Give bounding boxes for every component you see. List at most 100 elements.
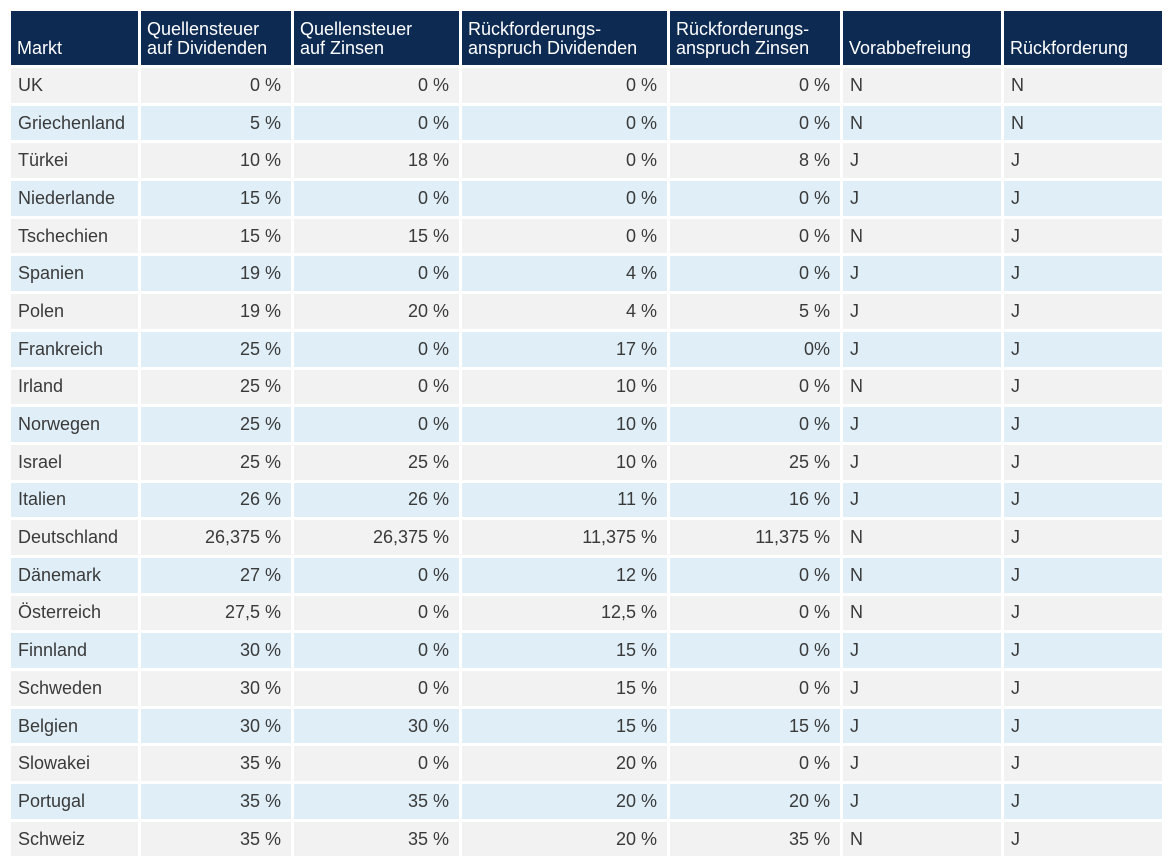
cell-quellensteuer-dividenden: 35 %: [141, 746, 291, 782]
cell-quellensteuer-dividenden: 25 %: [141, 407, 291, 442]
cell-rueckforderungsanspruch-zinsen: 16 %: [670, 482, 840, 518]
cell-quellensteuer-zinsen: 0 %: [294, 331, 459, 367]
cell-markt: Belgien: [11, 708, 138, 744]
cell-rueckforderung: J: [1004, 256, 1162, 292]
cell-quellensteuer-dividenden: 26 %: [141, 482, 291, 518]
cell-vorabbefreiung: N: [843, 218, 1001, 254]
cell-markt: Irland: [11, 369, 138, 405]
cell-vorabbefreiung: J: [843, 181, 1001, 216]
cell-vorabbefreiung: J: [843, 256, 1001, 292]
table-row: Israel 25 % 25 % 10 % 25 % J J: [11, 444, 1162, 480]
table-row: Finnland 30 % 0 % 15 % 0 % J J: [11, 633, 1162, 668]
cell-rueckforderung: J: [1004, 595, 1162, 631]
cell-quellensteuer-zinsen: 0 %: [294, 369, 459, 405]
cell-markt: Italien: [11, 482, 138, 518]
column-header-line: Quellensteuer: [300, 19, 413, 39]
cell-quellensteuer-dividenden: 35 %: [141, 784, 291, 819]
table-body: UK 0 % 0 % 0 % 0 % N N Griechenland 5 % 0 % 0 % 0 %…: [11, 68, 1162, 857]
cell-rueckforderung: N: [1004, 68, 1162, 103]
cell-vorabbefreiung: J: [843, 407, 1001, 442]
column-header-line: auf Dividenden: [147, 38, 268, 58]
cell-rueckforderungsanspruch-zinsen: 0 %: [670, 633, 840, 668]
cell-rueckforderungsanspruch-dividenden: 10 %: [462, 407, 667, 442]
table-row: Griechenland 5 % 0 % 0 % 0 % N N: [11, 105, 1162, 141]
cell-rueckforderung: J: [1004, 143, 1162, 179]
cell-rueckforderungsanspruch-zinsen: 20 %: [670, 784, 840, 819]
table-row: Spanien 19 % 0 % 4 % 0 % J J: [11, 256, 1162, 292]
cell-rueckforderungsanspruch-dividenden: 17 %: [462, 331, 667, 367]
table-row: Niederlande 15 % 0 % 0 % 0 % J J: [11, 181, 1162, 216]
cell-rueckforderungsanspruch-dividenden: 0 %: [462, 105, 667, 141]
cell-vorabbefreiung: J: [843, 482, 1001, 518]
cell-rueckforderungsanspruch-zinsen: 15 %: [670, 708, 840, 744]
cell-vorabbefreiung: N: [843, 595, 1001, 631]
cell-vorabbefreiung: J: [843, 143, 1001, 179]
cell-rueckforderung: J: [1004, 557, 1162, 593]
cell-rueckforderung: J: [1004, 708, 1162, 744]
cell-markt: Türkei: [11, 143, 138, 179]
cell-quellensteuer-dividenden: 25 %: [141, 369, 291, 405]
cell-rueckforderungsanspruch-dividenden: 4 %: [462, 294, 667, 329]
cell-quellensteuer-dividenden: 27 %: [141, 557, 291, 593]
cell-quellensteuer-dividenden: 19 %: [141, 294, 291, 329]
cell-quellensteuer-zinsen: 35 %: [294, 784, 459, 819]
cell-markt: Frankreich: [11, 331, 138, 367]
cell-vorabbefreiung: N: [843, 520, 1001, 555]
cell-quellensteuer-zinsen: 25 %: [294, 444, 459, 480]
cell-rueckforderungsanspruch-dividenden: 11,375 %: [462, 520, 667, 555]
cell-quellensteuer-dividenden: 15 %: [141, 218, 291, 254]
cell-quellensteuer-dividenden: 35 %: [141, 821, 291, 857]
cell-rueckforderung: J: [1004, 746, 1162, 782]
cell-rueckforderung: J: [1004, 482, 1162, 518]
cell-markt: UK: [11, 68, 138, 103]
cell-quellensteuer-dividenden: 25 %: [141, 444, 291, 480]
cell-markt: Österreich: [11, 595, 138, 631]
cell-quellensteuer-dividenden: 15 %: [141, 181, 291, 216]
cell-rueckforderungsanspruch-dividenden: 20 %: [462, 784, 667, 819]
cell-rueckforderung: J: [1004, 784, 1162, 819]
cell-quellensteuer-zinsen: 0 %: [294, 181, 459, 216]
cell-quellensteuer-zinsen: 0 %: [294, 671, 459, 706]
column-header-markt: Markt: [11, 11, 138, 65]
cell-rueckforderungsanspruch-zinsen: 0%: [670, 331, 840, 367]
cell-markt: Finnland: [11, 633, 138, 668]
cell-rueckforderungsanspruch-dividenden: 15 %: [462, 708, 667, 744]
cell-rueckforderungsanspruch-dividenden: 15 %: [462, 633, 667, 668]
cell-rueckforderungsanspruch-dividenden: 0 %: [462, 218, 667, 254]
cell-rueckforderungsanspruch-zinsen: 8 %: [670, 143, 840, 179]
cell-quellensteuer-zinsen: 0 %: [294, 407, 459, 442]
table-row: Tschechien 15 % 15 % 0 % 0 % N J: [11, 218, 1162, 254]
table-row: Italien 26 % 26 % 11 % 16 % J J: [11, 482, 1162, 518]
cell-rueckforderung: J: [1004, 444, 1162, 480]
cell-rueckforderungsanspruch-zinsen: 0 %: [670, 369, 840, 405]
cell-quellensteuer-zinsen: 20 %: [294, 294, 459, 329]
cell-quellensteuer-dividenden: 0 %: [141, 68, 291, 103]
cell-markt: Slowakei: [11, 746, 138, 782]
cell-rueckforderung: J: [1004, 821, 1162, 857]
cell-markt: Deutschland: [11, 520, 138, 555]
table-row: Polen 19 % 20 % 4 % 5 % J J: [11, 294, 1162, 329]
cell-markt: Schweden: [11, 671, 138, 706]
cell-quellensteuer-zinsen: 26,375 %: [294, 520, 459, 555]
cell-quellensteuer-dividenden: 30 %: [141, 633, 291, 668]
cell-markt: Israel: [11, 444, 138, 480]
cell-rueckforderungsanspruch-dividenden: 0 %: [462, 68, 667, 103]
cell-vorabbefreiung: J: [843, 784, 1001, 819]
table-row: Irland 25 % 0 % 10 % 0 % N J: [11, 369, 1162, 405]
cell-quellensteuer-dividenden: 10 %: [141, 143, 291, 179]
column-header-line: Rückforderungs-: [676, 19, 810, 39]
cell-rueckforderungsanspruch-zinsen: 0 %: [670, 105, 840, 141]
cell-quellensteuer-zinsen: 0 %: [294, 105, 459, 141]
column-header-line: Quellensteuer: [147, 19, 260, 39]
column-header-vorabbefreiung: Vorabbefreiung: [843, 11, 1001, 65]
table-row: Schweden 30 % 0 % 15 % 0 % J J: [11, 671, 1162, 706]
column-header-line: Markt: [17, 38, 62, 58]
cell-quellensteuer-dividenden: 19 %: [141, 256, 291, 292]
cell-rueckforderungsanspruch-zinsen: 5 %: [670, 294, 840, 329]
cell-quellensteuer-dividenden: 25 %: [141, 331, 291, 367]
cell-markt: Portugal: [11, 784, 138, 819]
cell-quellensteuer-dividenden: 30 %: [141, 708, 291, 744]
cell-rueckforderung: J: [1004, 369, 1162, 405]
cell-quellensteuer-zinsen: 15 %: [294, 218, 459, 254]
table-row: Schweiz 35 % 35 % 20 % 35 % N J: [11, 821, 1162, 857]
